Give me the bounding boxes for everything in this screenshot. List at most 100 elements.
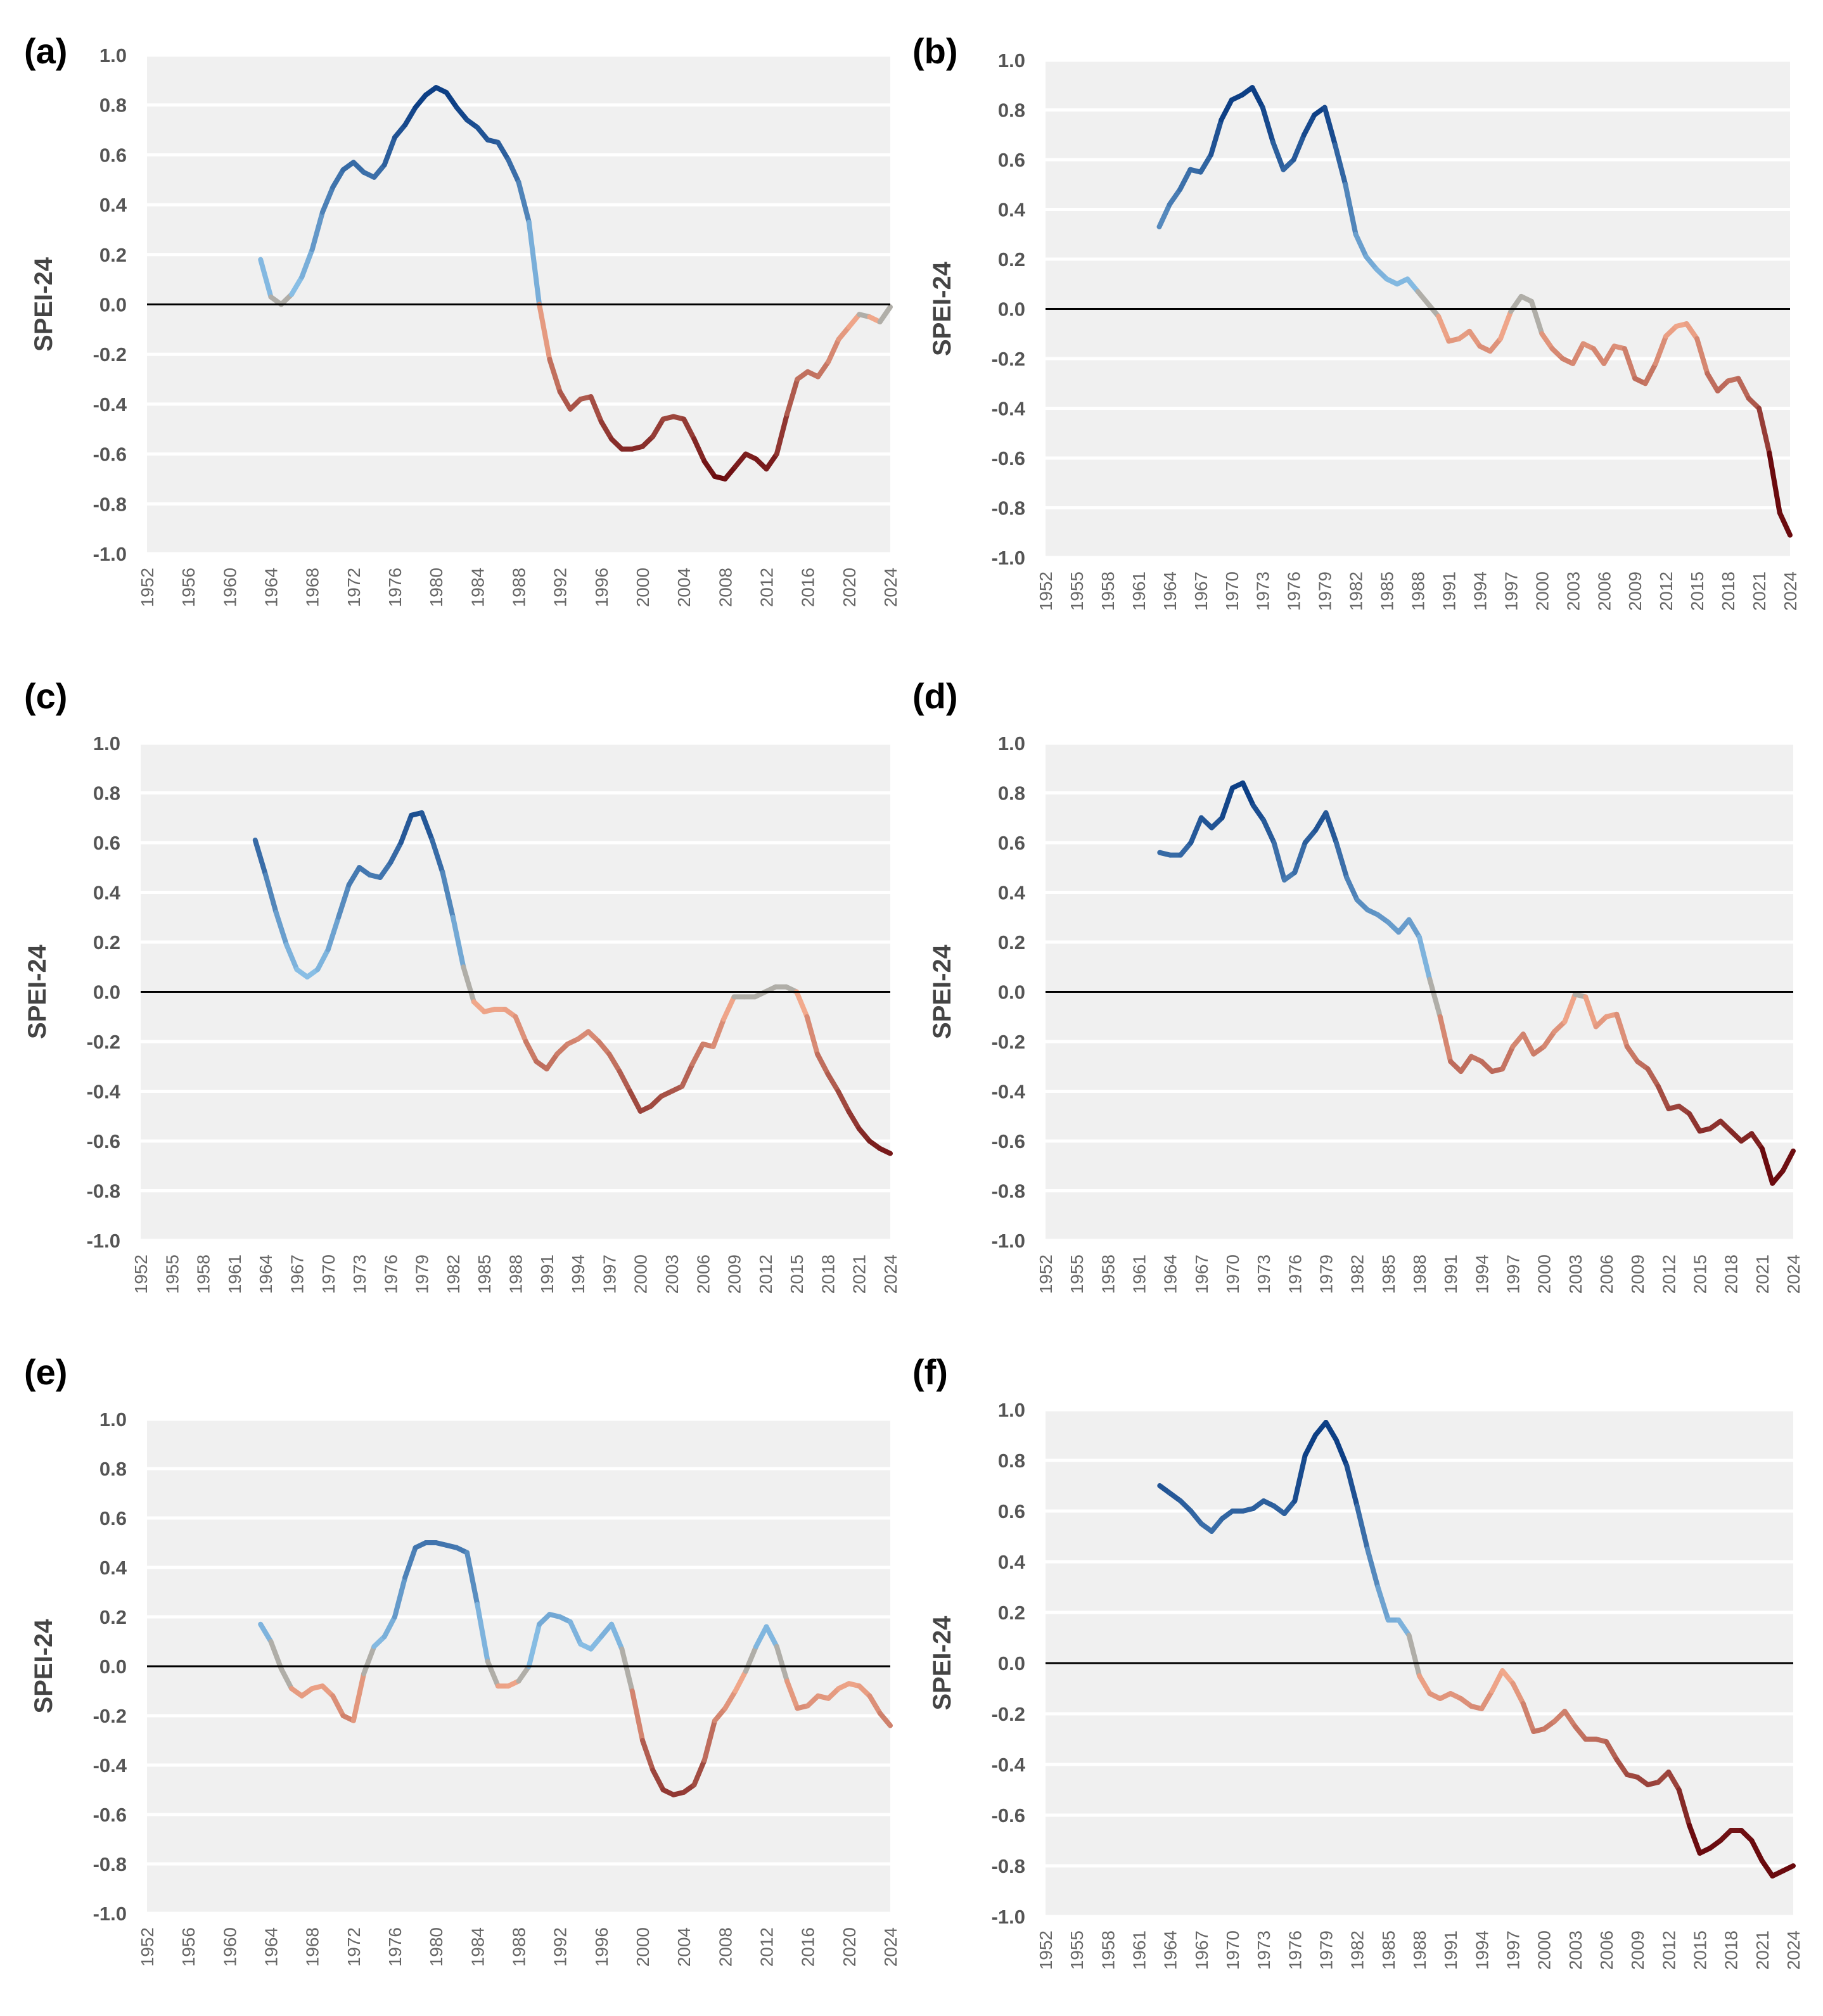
line-segment [1622, 346, 1638, 381]
line-segment [596, 1039, 612, 1057]
line-segment [650, 416, 666, 440]
line-segment [1363, 254, 1379, 272]
x-tick-label: 1961 [1129, 571, 1149, 611]
x-tick-label: 1967 [1192, 1254, 1212, 1294]
line-segment [815, 359, 831, 380]
y-tick-label: -1.0 [93, 543, 127, 565]
y-tick-label: -0.6 [992, 1804, 1025, 1827]
line-segment [330, 167, 346, 190]
line-segment [1759, 1858, 1775, 1879]
line-segment [1479, 1688, 1495, 1711]
x-tick-label: 1958 [1098, 1930, 1118, 1970]
x-tick-label: 1958 [1098, 571, 1118, 611]
y-tick-label: -0.6 [87, 1130, 120, 1152]
line-segment [1520, 1701, 1537, 1734]
line-segment [402, 1545, 418, 1580]
y-tick-label: -0.8 [992, 1180, 1025, 1203]
line-segment [1427, 976, 1443, 1019]
line-segment [1333, 840, 1350, 880]
x-tick-label: 1970 [319, 1254, 338, 1294]
x-tick-label: 1961 [225, 1254, 245, 1294]
chart-panel-c: (c) SPEI-24 1.0 0.8 0.6 0.4 0.2 0.0 -0.2 -0.4 -0.6… [23, 676, 900, 1294]
line-segment [1260, 105, 1276, 145]
line-segment [1323, 810, 1339, 845]
y-tick-label: 1.0 [998, 49, 1025, 72]
y-tick-label: -0.2 [93, 1705, 127, 1727]
chart-panel-b: (b) SPEI-24 1.0 0.8 0.6 0.4 0.2 0.0 -0.2 -0.4 -0.6… [912, 31, 1800, 611]
line-segment [712, 1706, 728, 1723]
line-segment [450, 914, 466, 970]
line-segment [774, 1643, 790, 1684]
line-segment [278, 1666, 295, 1692]
y-tick-label: -1.0 [992, 1906, 1025, 1928]
line-segment [336, 882, 352, 920]
line-segment [315, 947, 331, 973]
y-axis-label: SPEI-24 [30, 1619, 58, 1714]
line-segment [1666, 1770, 1682, 1792]
line-segment [567, 1619, 584, 1647]
line-segment [835, 1088, 852, 1114]
y-tick-label: 0.2 [99, 244, 127, 266]
x-tick-label: 1988 [1410, 1930, 1430, 1970]
line-segment [1332, 142, 1348, 188]
line-segment [1590, 346, 1607, 366]
line-segment [679, 1061, 695, 1089]
line-segment [1777, 510, 1793, 538]
line-segment [1354, 1503, 1371, 1552]
line-segment [588, 394, 604, 424]
x-tick-label: 1967 [1192, 1930, 1212, 1970]
y-tick-label: 0.6 [998, 149, 1025, 171]
line-segment [804, 1014, 820, 1057]
y-tick-label: 0.8 [99, 1458, 127, 1480]
x-tick-label: 1984 [468, 568, 487, 607]
x-tick-label: 2012 [1659, 1930, 1679, 1970]
x-tick-label: 2021 [1753, 1930, 1772, 1970]
x-tick-label: 1988 [509, 1927, 529, 1967]
line-segment [309, 209, 325, 252]
line-segment [475, 1602, 490, 1664]
line-segment [547, 357, 563, 395]
x-tick-label: 1979 [1315, 571, 1335, 611]
line-segment [1624, 1043, 1641, 1064]
x-tick-label: 1973 [1253, 571, 1273, 611]
line-segment [1520, 1031, 1537, 1057]
x-tick-label: 2012 [757, 1927, 777, 1967]
line-segment [1645, 1066, 1661, 1089]
x-tick-label: 1972 [344, 1927, 364, 1967]
line-segment [1417, 1673, 1433, 1696]
line-segment [640, 1738, 656, 1773]
x-tick-label: 1991 [1441, 1254, 1461, 1294]
x-tick-label: 2006 [1594, 571, 1614, 611]
panel-label: (e) [24, 1352, 67, 1392]
x-tick-label: 1988 [506, 1254, 526, 1294]
line-segment [1749, 1131, 1765, 1151]
x-tick-label: 2000 [631, 1254, 651, 1294]
y-axis-label: SPEI-24 [928, 1616, 956, 1711]
y-tick-label: -0.6 [93, 443, 127, 466]
line-segment [1767, 450, 1782, 516]
line-segment [1240, 780, 1256, 808]
line-segment [398, 812, 414, 845]
line-segment [413, 92, 428, 110]
x-tick-label: 1982 [1348, 1254, 1367, 1294]
x-tick-label: 1961 [1130, 1930, 1149, 1970]
line-segment [263, 872, 279, 915]
line-segment [721, 994, 737, 1022]
x-tick-label: 1992 [551, 568, 570, 607]
chart-panel-a: (a) SPEI-24 1.0 0.8 0.6 0.4 0.2 0.0 -0.2 -0.4 -0.6… [24, 31, 900, 607]
x-tick-label: 1997 [1504, 1254, 1523, 1294]
line-segment [794, 989, 810, 1019]
x-tick-label: 2003 [1563, 571, 1583, 611]
y-tick-label: 0.0 [998, 298, 1025, 321]
line-segment [1780, 1863, 1796, 1873]
line-segment [722, 464, 738, 482]
y-tick-label: 1.0 [998, 1399, 1025, 1421]
y-tick-label: -0.6 [93, 1804, 127, 1826]
x-tick-label: 2004 [674, 568, 694, 607]
x-tick-label: 1982 [1348, 1930, 1367, 1970]
line-segment [1736, 376, 1751, 401]
line-segment [330, 1693, 346, 1718]
x-tick-label: 1976 [1285, 1254, 1305, 1294]
x-tick-label: 1976 [381, 1254, 400, 1294]
line-segment [1322, 105, 1338, 148]
